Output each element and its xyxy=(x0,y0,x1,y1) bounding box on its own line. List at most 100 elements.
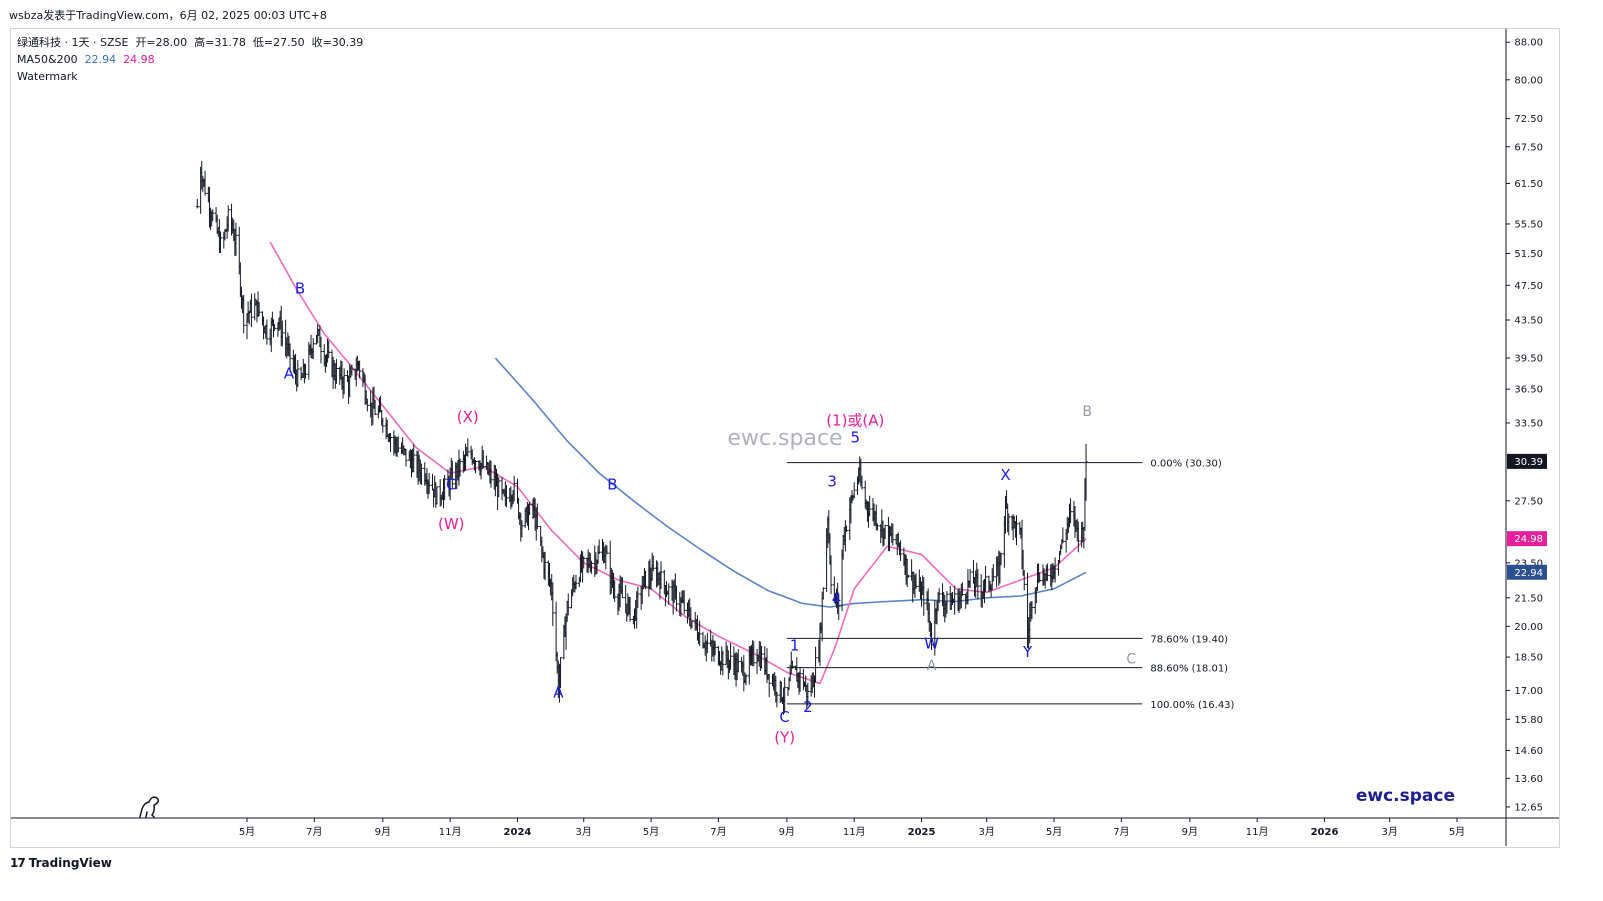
ma50-legend-value: 22.94 xyxy=(84,53,117,66)
price-bar xyxy=(798,667,802,692)
center-watermark: ewc.space xyxy=(727,426,842,451)
open-value: 开=28.00 xyxy=(135,36,188,49)
price-tick-label: 80.00 xyxy=(1514,75,1543,86)
fib-level-label: 78.60% (19.40) xyxy=(1150,634,1228,645)
price-bar xyxy=(427,472,431,495)
price-bar xyxy=(891,523,895,546)
time-tick-label: 11月 xyxy=(439,826,462,838)
price-bar xyxy=(605,545,609,555)
price-bar xyxy=(296,360,300,388)
wave-label: 5 xyxy=(851,428,861,446)
price-bar xyxy=(620,577,624,599)
time-tick-label: 2024 xyxy=(504,827,532,838)
price-bar xyxy=(350,364,354,376)
price-bar xyxy=(265,319,269,345)
price-bar xyxy=(319,336,323,364)
price-bar xyxy=(304,364,308,379)
price-tick-label: 47.50 xyxy=(1514,281,1543,292)
price-bar xyxy=(396,436,400,453)
price-bar xyxy=(450,460,454,488)
time-tick-label: 9月 xyxy=(779,826,795,838)
price-bar xyxy=(814,646,818,683)
price-tick-label: 61.50 xyxy=(1514,179,1543,190)
price-bar xyxy=(682,590,686,615)
price-tick-label: 21.50 xyxy=(1514,593,1543,604)
close-value: 收=30.39 xyxy=(311,36,364,49)
price-bar xyxy=(334,358,338,384)
price-bar xyxy=(481,450,485,469)
ma-legend-line[interactable]: MA50&200 22.94 24.98 xyxy=(17,51,363,68)
price-bar xyxy=(543,551,547,581)
time-tick-label: 5月 xyxy=(1449,826,1465,838)
high-value: 高=31.78 xyxy=(194,36,246,49)
wave-label: X xyxy=(1000,466,1010,484)
price-bar xyxy=(249,293,253,327)
price-bar xyxy=(280,320,284,347)
price-tick-label: 15.80 xyxy=(1514,715,1543,726)
price-bar xyxy=(1069,498,1073,524)
price-bar xyxy=(443,475,447,501)
price-bar xyxy=(389,433,393,453)
price-bar xyxy=(1007,513,1011,536)
tradingview-mark-icon: 17 xyxy=(10,856,26,870)
wave-label: B xyxy=(1082,404,1092,420)
price-bar xyxy=(358,360,362,379)
price-bar xyxy=(1084,443,1088,501)
watermark-legend-line[interactable]: Watermark xyxy=(17,68,363,85)
price-bar xyxy=(705,632,709,654)
chart-legend: 绿通科技 · 1天 · SZSE 开=28.00 高=31.78 低=27.50… xyxy=(17,34,363,85)
price-bar xyxy=(288,343,292,373)
time-tick-label: 5月 xyxy=(643,826,659,838)
ma200-line xyxy=(269,241,1087,685)
last-price-badge-bg xyxy=(1507,453,1547,469)
fib-level-label: 100.00% (16.43) xyxy=(1150,700,1234,711)
price-tick-label: 43.50 xyxy=(1514,315,1543,326)
time-tick-label: 11月 xyxy=(1246,826,1269,838)
price-bar xyxy=(528,501,532,515)
price-bar xyxy=(226,205,230,232)
price-bar xyxy=(1061,527,1065,544)
price-bar xyxy=(636,586,640,609)
price-bar xyxy=(500,477,504,501)
wave-label: B xyxy=(295,280,305,298)
price-bar xyxy=(1014,515,1018,546)
price-bar xyxy=(589,560,593,574)
price-tick-label: 33.50 xyxy=(1514,418,1543,429)
price-bar xyxy=(801,668,805,691)
ma200-price-badge-label: 24.98 xyxy=(1514,534,1543,545)
wave-label: (W) xyxy=(438,515,465,533)
time-tick-label: 3月 xyxy=(1381,826,1397,838)
ma50-price-badge-label: 22.94 xyxy=(1514,568,1543,579)
price-tick-label: 36.50 xyxy=(1514,385,1543,396)
price-bar xyxy=(327,340,331,359)
tradingview-logo[interactable]: 17 TradingView xyxy=(10,856,112,870)
price-bar xyxy=(582,556,586,569)
ma-indicator-name: MA50&200 xyxy=(17,53,78,66)
symbol-line[interactable]: 绿通科技 · 1天 · SZSE 开=28.00 高=31.78 低=27.50… xyxy=(17,34,363,51)
price-bar xyxy=(713,640,717,656)
time-tick-label: 9月 xyxy=(375,826,391,838)
price-bar xyxy=(435,486,439,505)
wave-label: C xyxy=(779,708,789,726)
price-bar xyxy=(767,673,771,698)
price-bar xyxy=(852,482,856,499)
time-axis: 5月 7月 9月 11月 2024 3月 5月 7月 9月 11月 2025 3月 5月 7月 9月 11月 2… xyxy=(239,818,1465,838)
wave-label: 3 xyxy=(827,473,837,491)
price-bar xyxy=(821,587,825,600)
price-tick-label: 14.60 xyxy=(1514,746,1543,757)
price-tick-label: 55.50 xyxy=(1514,219,1543,230)
wave-label: A xyxy=(553,683,564,701)
price-bar xyxy=(365,398,369,412)
wave-label: A xyxy=(284,365,295,383)
price-bar xyxy=(883,524,887,539)
price-bar xyxy=(690,620,694,629)
price-bar xyxy=(953,585,957,615)
price-bar xyxy=(404,449,408,467)
price-bar xyxy=(211,209,215,222)
time-tick-label: 7月 xyxy=(1113,826,1129,838)
price-bar xyxy=(381,417,385,433)
wave-label: C xyxy=(1126,652,1136,668)
fib-level-label: 0.00% (30.30) xyxy=(1150,459,1221,470)
